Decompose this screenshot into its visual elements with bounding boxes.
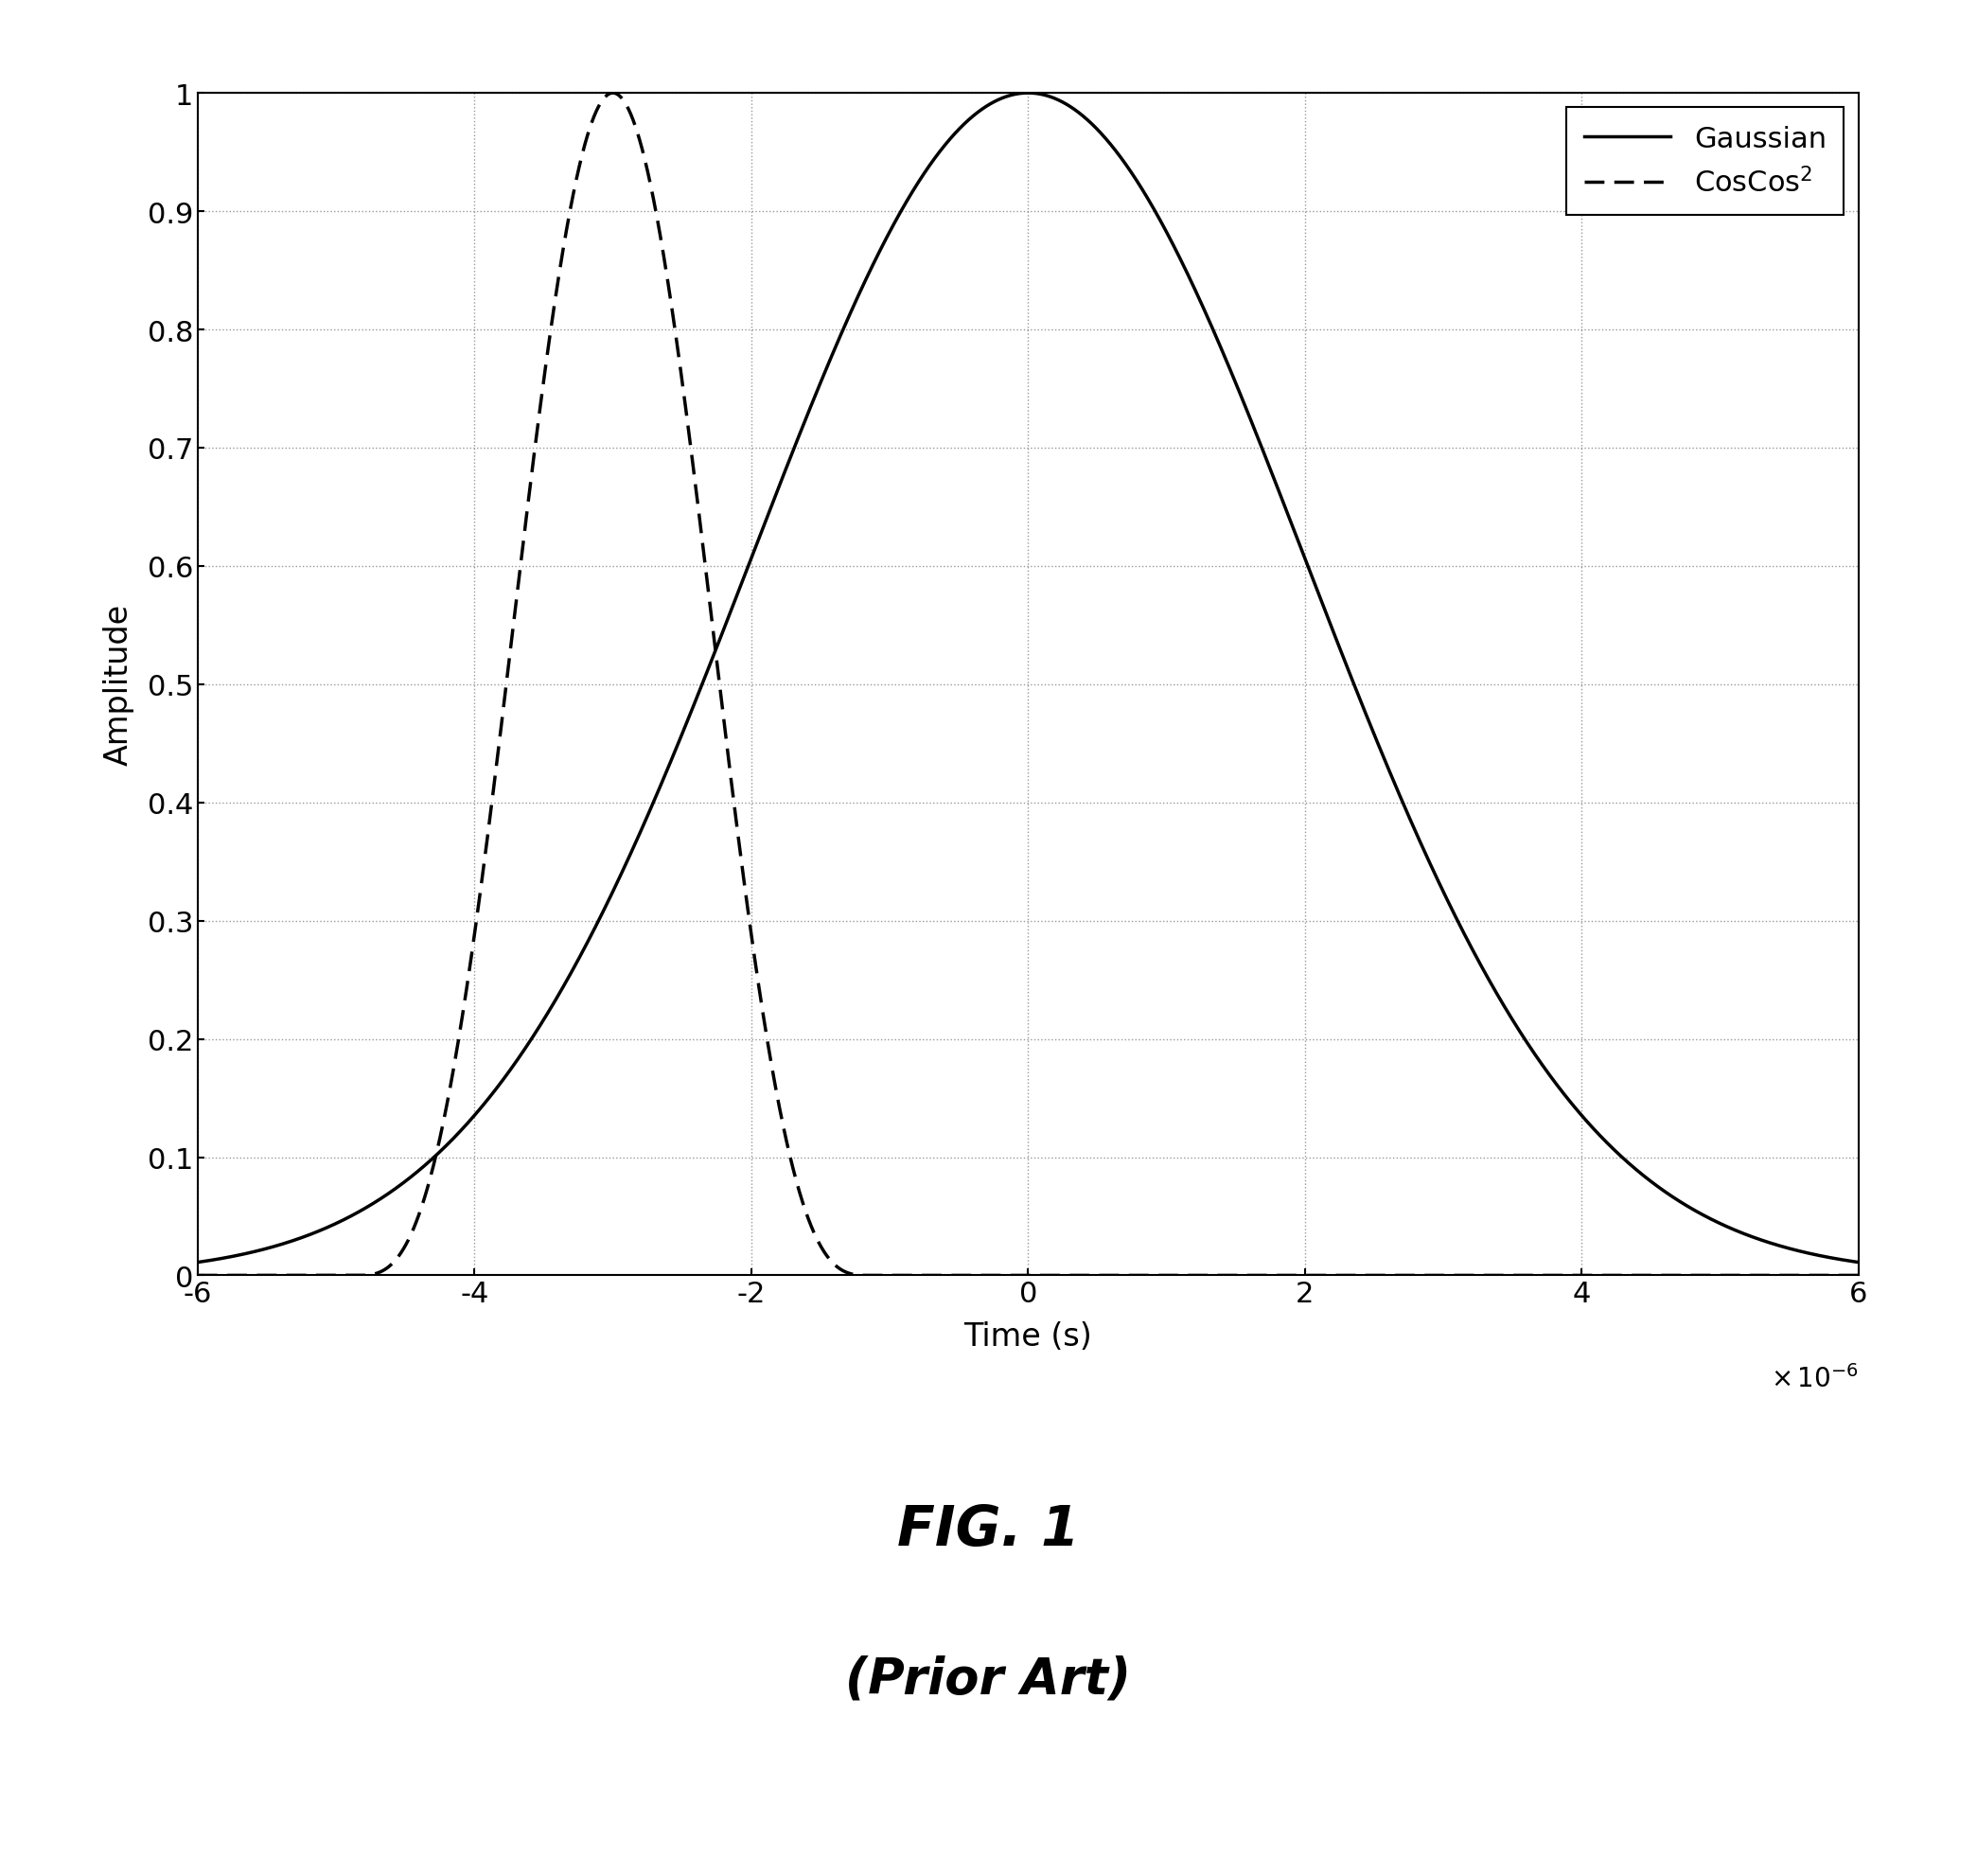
X-axis label: Time (s): Time (s) [965, 1321, 1091, 1353]
Text: FIG. 1: FIG. 1 [898, 1503, 1079, 1555]
Text: $\times\,10^{-6}$: $\times\,10^{-6}$ [1771, 1364, 1858, 1392]
Y-axis label: Amplitude: Amplitude [103, 604, 134, 765]
Legend: Gaussian, CosCos$^2$: Gaussian, CosCos$^2$ [1566, 109, 1845, 216]
Text: (Prior Art): (Prior Art) [846, 1655, 1131, 1703]
